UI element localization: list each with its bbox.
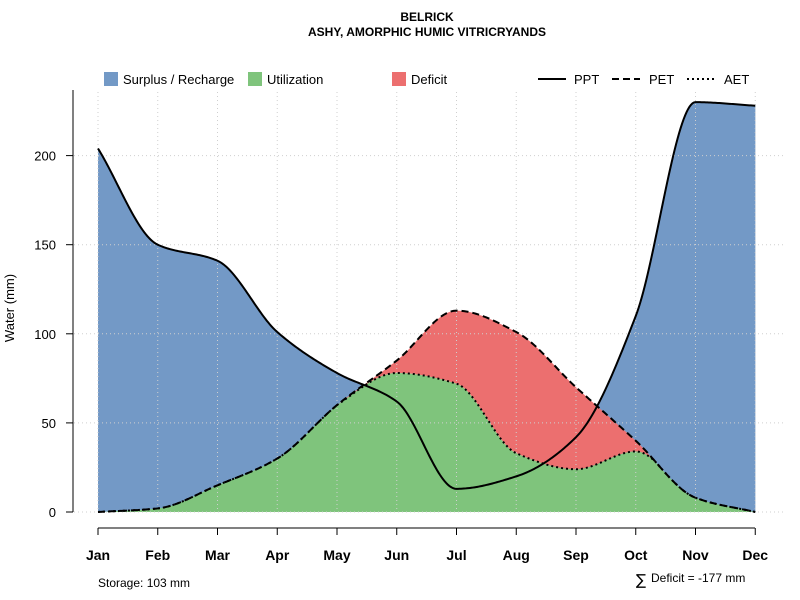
ppt-line: [97, 101, 756, 490]
x-tick-label: Nov: [682, 547, 709, 563]
x-tick-label: May: [323, 547, 350, 563]
chart-title: BELRICK: [400, 10, 454, 24]
x-tick-label: Sep: [563, 547, 589, 563]
x-tick-label: Apr: [265, 547, 290, 563]
x-tick-label: Feb: [145, 547, 170, 563]
legend-label-pet: PET: [649, 72, 674, 87]
legend-label-utilization: Utilization: [267, 72, 323, 87]
x-tick-label: Mar: [205, 547, 230, 563]
pet-line: [97, 309, 756, 513]
legend-label-ppt: PPT: [574, 72, 599, 87]
y-axis-label: Water (mm): [2, 274, 17, 342]
legend-label-surplus: Surplus / Recharge: [123, 72, 234, 87]
chart-subtitle: ASHY, AMORPHIC HUMIC VITRICRYANDS: [308, 25, 546, 39]
x-tick-label: Oct: [624, 547, 648, 563]
y-tick-label: 150: [34, 238, 56, 253]
x-tick-label: Aug: [503, 547, 530, 563]
surplus-area-upper: [98, 102, 756, 512]
sum-symbol: ∑: [636, 571, 646, 589]
y-tick-label: 100: [34, 327, 56, 342]
x-tick-label: Jul: [446, 547, 466, 563]
y-tick-label: 200: [34, 149, 56, 164]
legend-swatch-utilization: [248, 72, 262, 86]
plot-area: 0 50 100 150 200 Jan Feb Mar Apr May Jun Jul Aug Sep O…: [34, 90, 784, 563]
legend: Surplus / Recharge Utilization Deficit P…: [104, 72, 749, 87]
legend-label-deficit: Deficit: [411, 72, 448, 87]
x-tick-label: Dec: [742, 547, 768, 563]
x-tick-label: Jan: [86, 547, 110, 563]
storage-note: Storage: 103 mm: [98, 576, 190, 590]
y-tick-label: 0: [49, 505, 56, 520]
legend-swatch-deficit: [392, 72, 406, 86]
x-tick-label: Jun: [384, 547, 409, 563]
legend-swatch-surplus: [104, 72, 118, 86]
utilization-area: [98, 373, 756, 512]
legend-label-aet: AET: [724, 72, 749, 87]
deficit-area: [98, 310, 756, 512]
deficit-note: Deficit = -177 mm: [651, 571, 745, 585]
y-tick-label: 50: [42, 416, 56, 431]
